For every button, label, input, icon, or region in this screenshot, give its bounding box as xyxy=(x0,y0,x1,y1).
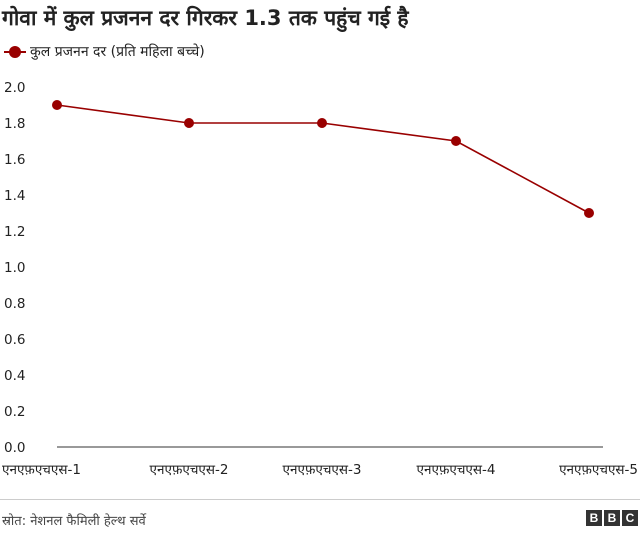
y-tick-label: 0.8 xyxy=(4,296,25,312)
data-point xyxy=(317,118,327,128)
legend: कुल प्रजनन दर (प्रति महिला बच्चे) xyxy=(4,42,205,61)
y-tick-label: 1.0 xyxy=(4,260,25,276)
y-tick-label: 1.2 xyxy=(4,224,25,240)
legend-label: कुल प्रजनन दर (प्रति महिला बच्चे) xyxy=(30,44,205,60)
x-tick-label: एनएफ़एचएस-5 xyxy=(559,462,638,478)
data-point xyxy=(52,100,62,110)
x-tick-label: एनएफ़एचएस-4 xyxy=(417,462,496,478)
x-tick-label: एनएफ़एचएस-2 xyxy=(150,462,229,478)
chart-title: गोवा में कुल प्रजनन दर गिरकर 1.3 तक पहुं… xyxy=(2,6,409,30)
logo-letter-2: B xyxy=(604,510,620,526)
y-tick-label: 1.6 xyxy=(4,152,25,168)
x-tick-label: एनएफ़एचएस-1 xyxy=(2,462,81,478)
legend-dot xyxy=(9,45,21,58)
data-point xyxy=(451,136,461,146)
y-tick-label: 0.0 xyxy=(4,440,25,456)
bbc-logo: B B C xyxy=(586,510,638,526)
data-point xyxy=(584,208,594,218)
y-tick-label: 0.2 xyxy=(4,404,25,420)
x-tick-label: एनएफ़एचएस-3 xyxy=(283,462,362,478)
legend-marker xyxy=(4,45,26,58)
y-tick-label: 0.4 xyxy=(4,368,25,384)
footer-divider xyxy=(0,499,640,500)
logo-letter-3: C xyxy=(622,510,638,526)
y-tick-label: 1.8 xyxy=(4,116,25,132)
logo-letter-1: B xyxy=(586,510,602,526)
y-tick-label: 1.4 xyxy=(4,188,25,204)
y-tick-label: 2.0 xyxy=(4,80,25,96)
data-point xyxy=(184,118,194,128)
source-text: स्रोत: नेशनल फैमिली हेल्थ सर्वे xyxy=(2,514,146,529)
y-tick-label: 0.6 xyxy=(4,332,25,348)
